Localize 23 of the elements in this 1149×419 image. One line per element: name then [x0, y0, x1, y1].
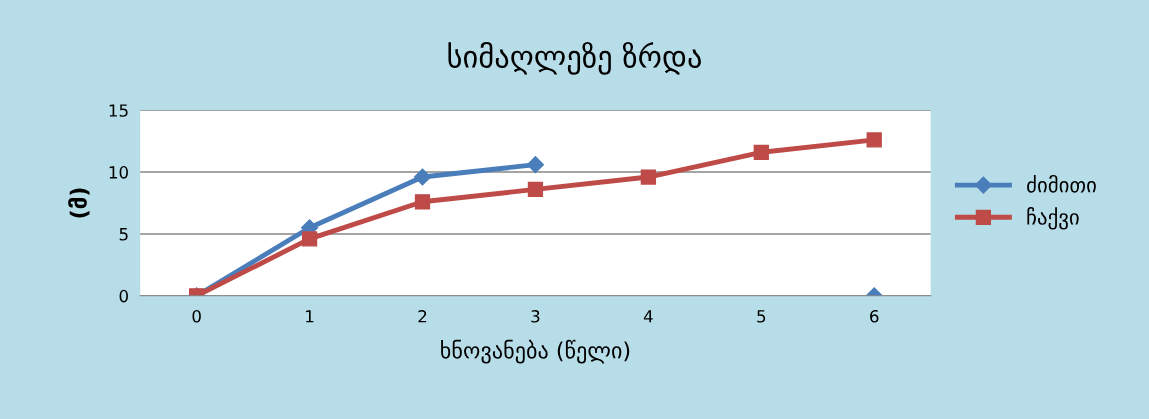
point — [753, 144, 769, 160]
point — [526, 156, 544, 174]
y-tick-label: 10 — [109, 166, 128, 179]
y-tick-label: 0 — [119, 289, 128, 303]
point — [866, 132, 882, 148]
x-tick-label: 6 — [870, 310, 879, 323]
x-tick-label: 1 — [306, 310, 314, 323]
point — [413, 168, 432, 186]
chart-title: სიმაღლეზე ზრდა — [448, 41, 701, 75]
point — [414, 194, 431, 210]
legend-label: ძიმითი — [1027, 174, 1096, 193]
legend-label: ჩაქვი — [1027, 207, 1079, 230]
point — [640, 169, 657, 185]
y-tick-label: 5 — [119, 228, 128, 241]
x-tick-label: 4 — [643, 310, 653, 323]
y-axis-title: (მ) — [68, 188, 90, 218]
x-tick-label: 5 — [757, 310, 766, 323]
x-tick-label: 0 — [192, 310, 201, 323]
x-tick-label: 2 — [418, 310, 427, 323]
point — [527, 181, 544, 198]
x-axis-title: ხნოვანება (წელი) — [441, 339, 630, 364]
x-tick-label: 3 — [531, 310, 540, 323]
y-tick-label: 15 — [109, 104, 128, 117]
